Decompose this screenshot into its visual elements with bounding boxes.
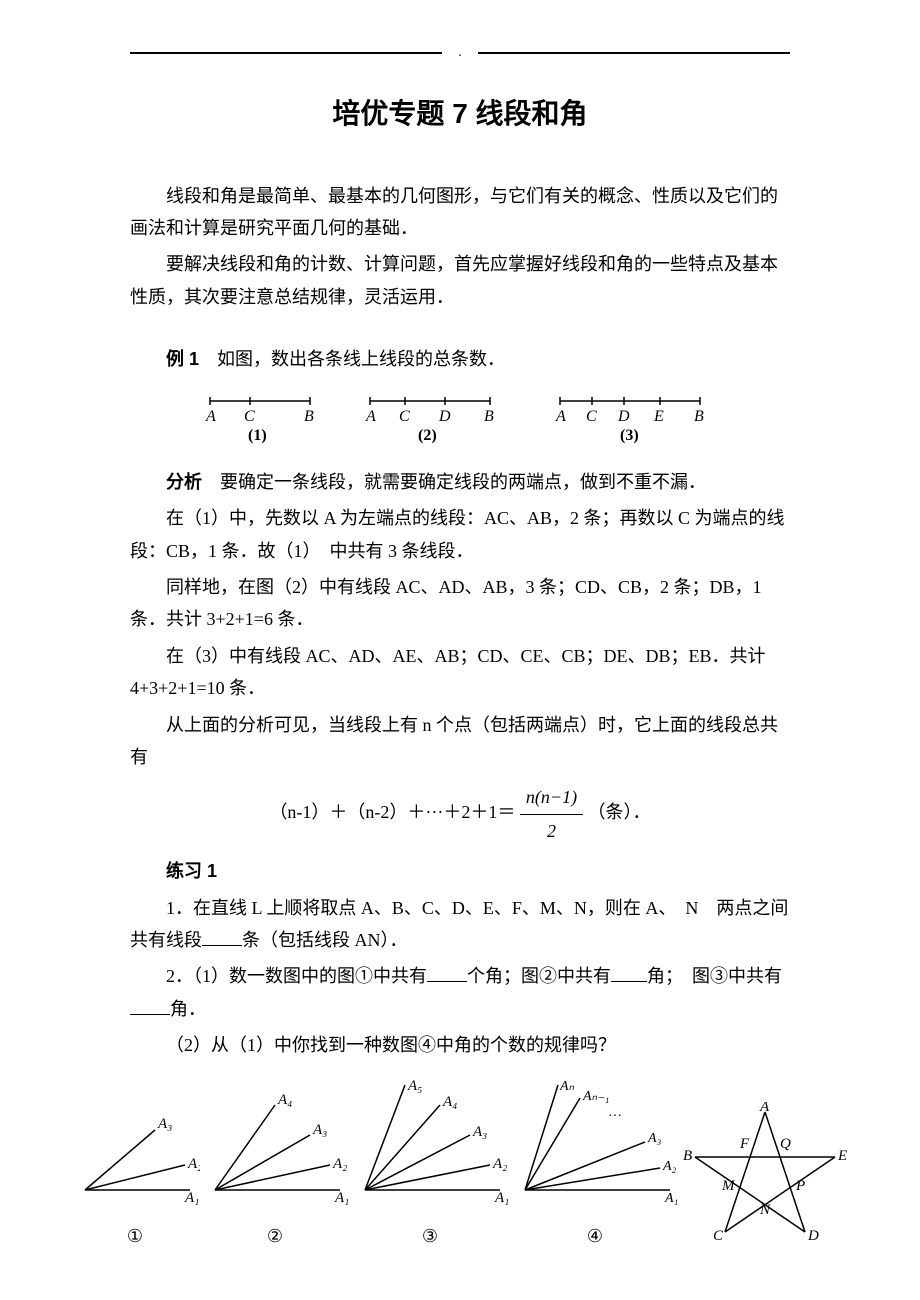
example1-text: 如图，数出各条线上线段的总条数． [217,349,505,369]
practice1-q1-suffix: 条（包括线段 AN）． [242,930,408,950]
svg-text:Aₙ₋₁: Aₙ₋₁ [582,1089,609,1104]
svg-text:C: C [244,408,255,425]
svg-text:D: D [438,408,451,425]
circled-4: ④ [510,1220,680,1252]
page-title: 培优专题 7 线段和角 [130,89,790,139]
svg-text:···: ··· [608,1109,622,1124]
svg-text:A₃: A₃ [312,1122,327,1138]
svg-text:A₁: A₁ [664,1191,678,1206]
svg-text:(1): (1) [248,427,267,444]
angle-diagram-3: A₅ A₄ A₃ A₂ A₁ ③ [350,1080,510,1253]
practice1-heading: 练习 1 [130,855,790,887]
svg-text:A: A [365,408,376,425]
intro-paragraph-2: 要解决线段和角的计数、计算问题，首先应掌握好线段和角的一些特点及基本性质，其次要… [130,248,790,313]
svg-text:A₃: A₃ [647,1131,662,1146]
formula-prefix: （n-1）＋（n-2）＋···＋2＋1＝ [269,802,515,822]
svg-text:A: A [205,408,216,425]
svg-text:A₅: A₅ [407,1080,422,1094]
practice1-q2-suffix: 角． [170,999,206,1019]
blank-4 [130,995,170,1015]
svg-text:B: B [484,408,494,425]
circled-1: ① [70,1220,200,1252]
svg-text:A₁: A₁ [184,1190,199,1206]
svg-text:Aₙ: Aₙ [559,1080,575,1094]
svg-text:D: D [807,1228,819,1242]
svg-text:N: N [759,1202,771,1218]
analysis-heading: 分析 要确定一条线段，就需要确定线段的两端点，做到不重不漏． [130,466,790,498]
rule-left [130,52,442,54]
intro-paragraph-1: 线段和角是最简单、最基本的几何图形，与它们有关的概念、性质以及它们的画法和计算是… [130,180,790,245]
svg-text:C: C [586,408,597,425]
svg-text:B: B [694,408,704,425]
practice1-q1: 1．在直线 L 上顺将取点 A、B、C、D、E、F、M、N，则在 A、 N 两点… [130,892,790,957]
svg-text:A₃: A₃ [472,1124,487,1140]
formula-denominator: 2 [520,815,583,847]
svg-text:D: D [617,408,630,425]
analysis-label: 分析 [166,472,202,492]
svg-text:A₄: A₄ [277,1092,292,1108]
svg-text:A₂: A₂ [492,1156,507,1172]
circled-3: ③ [350,1220,510,1252]
example1-label: 例 1 [166,349,199,369]
svg-text:A₁: A₁ [494,1190,509,1206]
svg-text:A₂: A₂ [662,1159,677,1174]
svg-text:C: C [399,408,410,425]
svg-text:A: A [759,1102,770,1115]
svg-text:E: E [653,408,664,425]
angle-diagram-1: A₃ A₂ A₁ ① [70,1100,200,1253]
rule-center-dot: . [458,40,462,65]
blank-1 [202,926,242,946]
svg-text:E: E [837,1148,847,1164]
analysis-p4: 在（3）中有线段 AC、AD、AE、AB；CD、CE、CB；DE、DB；EB．共… [130,640,790,705]
svg-text:F: F [739,1136,750,1152]
analysis-p2: 在（1）中，先数以 A 为左端点的线段：AC、AB，2 条；再数以 C 为端点的… [130,502,790,567]
blank-2 [427,963,467,983]
analysis-p1: 要确定一条线段，就需要确定线段的两端点，做到不重不漏． [220,472,706,492]
angle-diagram-5: A F Q B E M P C N D [680,1102,850,1252]
svg-text:B: B [304,408,314,425]
practice1-label: 练习 1 [166,861,217,881]
practice1-q2: 2．（1）数一数图中的图①中共有 个角；图②中共有 角； 图③中共有 角． [130,960,790,1025]
practice1-q2-mid2: 角； 图③中共有 [647,966,782,986]
practice1-q2b: （2）从（1）中你找到一种数图④中角的个数的规律吗？ [130,1029,790,1061]
rule-right [478,52,790,54]
top-divider: . [130,40,790,65]
formula-numerator: n(n−1) [520,781,583,814]
svg-text:A₄: A₄ [442,1094,457,1110]
svg-text:(3): (3) [620,427,639,444]
formula-line: （n-1）＋（n-2）＋···＋2＋1＝ n(n−1) 2 （条）． [130,781,790,847]
svg-text:A₂: A₂ [187,1156,200,1172]
analysis-p3: 同样地，在图（2）中有线段 AC、AD、AB，3 条；CD、CB，2 条；DB，… [130,571,790,636]
practice1-q2-prefix: 2．（1）数一数图中的图①中共有 [166,966,427,986]
formula-fraction: n(n−1) 2 [520,781,583,847]
svg-text:M: M [721,1178,736,1194]
formula-suffix: （条）． [588,802,651,822]
circled-2: ② [200,1220,350,1252]
svg-text:C: C [713,1228,724,1242]
svg-text:(2): (2) [418,427,437,444]
segment-diagram: A C B (1) A C D B (2) [130,386,790,456]
example1-heading: 例 1 如图，数出各条线上线段的总条数． [130,343,790,375]
angle-diagram-2: A₄ A₃ A₂ A₁ ② [200,1090,350,1253]
svg-text:A₁: A₁ [334,1190,349,1206]
angle-diagrams-row: A₃ A₂ A₁ ① A₄ A₃ A₂ A₁ ② [60,1080,860,1253]
practice1-q2-mid1: 个角；图②中共有 [467,966,611,986]
analysis-p5: 从上面的分析可见，当线段上有 n 个点（包括两端点）时，它上面的线段总共有 [130,709,790,774]
svg-text:A₂: A₂ [332,1156,347,1172]
angle-diagram-4: Aₙ Aₙ₋₁ ··· A₃ A₂ A₁ ④ [510,1080,680,1253]
svg-text:B: B [683,1148,692,1164]
svg-text:Q: Q [780,1136,791,1152]
svg-text:A: A [555,408,566,425]
svg-text:A₃: A₃ [157,1116,172,1132]
svg-text:P: P [795,1178,805,1194]
blank-3 [611,963,647,983]
